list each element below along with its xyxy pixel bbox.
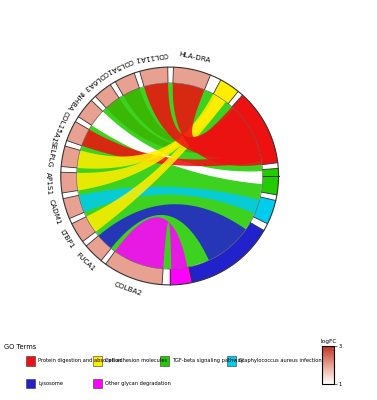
Polygon shape [98, 204, 246, 260]
Text: TGF-beta signaling pathway: TGF-beta signaling pathway [172, 358, 244, 363]
Text: CADM1: CADM1 [48, 199, 61, 226]
Text: Lysosome: Lysosome [38, 381, 63, 386]
Polygon shape [78, 187, 260, 214]
Polygon shape [86, 236, 111, 261]
Polygon shape [139, 67, 168, 86]
Polygon shape [95, 85, 119, 108]
Text: COL6A3: COL6A3 [82, 70, 109, 92]
Polygon shape [81, 130, 262, 166]
Text: COL11A1: COL11A1 [135, 51, 169, 62]
Polygon shape [144, 83, 260, 158]
Polygon shape [170, 267, 192, 285]
Polygon shape [77, 83, 263, 269]
Text: COL15A1: COL15A1 [50, 109, 69, 142]
Text: Cell adhesion molecules: Cell adhesion molecules [105, 358, 167, 363]
Polygon shape [63, 195, 84, 218]
Polygon shape [232, 95, 278, 165]
Polygon shape [213, 80, 238, 104]
Title: logFC: logFC [320, 339, 337, 344]
Text: INHBA: INHBA [66, 90, 84, 112]
Text: COL5A1: COL5A1 [105, 57, 134, 75]
Text: Staphylococcus aureus infection: Staphylococcus aureus infection [239, 358, 322, 363]
Polygon shape [77, 94, 223, 190]
Polygon shape [67, 122, 89, 146]
Polygon shape [189, 222, 264, 282]
Bar [227, 356, 236, 366]
Polygon shape [115, 73, 139, 95]
Polygon shape [173, 67, 210, 90]
Polygon shape [77, 95, 226, 169]
Text: Protein digestion and absorption: Protein digestion and absorption [38, 358, 121, 363]
Polygon shape [61, 172, 78, 193]
Bar [93, 356, 102, 366]
Polygon shape [86, 95, 226, 232]
Text: SELPLG: SELPLG [45, 140, 56, 168]
Polygon shape [123, 88, 248, 145]
Text: AP1S1: AP1S1 [45, 172, 53, 195]
Text: GO Terms: GO Terms [4, 344, 36, 350]
Polygon shape [173, 83, 262, 166]
Bar [93, 379, 102, 388]
Text: LTBP1: LTBP1 [58, 228, 75, 250]
Text: COLBA2: COLBA2 [113, 282, 143, 298]
Polygon shape [253, 197, 276, 224]
Polygon shape [115, 217, 187, 269]
Polygon shape [106, 98, 256, 153]
Bar [160, 356, 169, 366]
Polygon shape [106, 251, 163, 285]
Polygon shape [261, 176, 279, 195]
Polygon shape [61, 146, 80, 168]
Text: FUCA1: FUCA1 [74, 252, 96, 273]
Polygon shape [262, 168, 279, 176]
Text: Other glycan degradation: Other glycan degradation [105, 381, 171, 386]
Bar [26, 379, 35, 388]
Text: HLA-DRA: HLA-DRA [178, 52, 211, 64]
Polygon shape [72, 217, 95, 242]
Bar [26, 356, 35, 366]
Polygon shape [78, 100, 103, 125]
